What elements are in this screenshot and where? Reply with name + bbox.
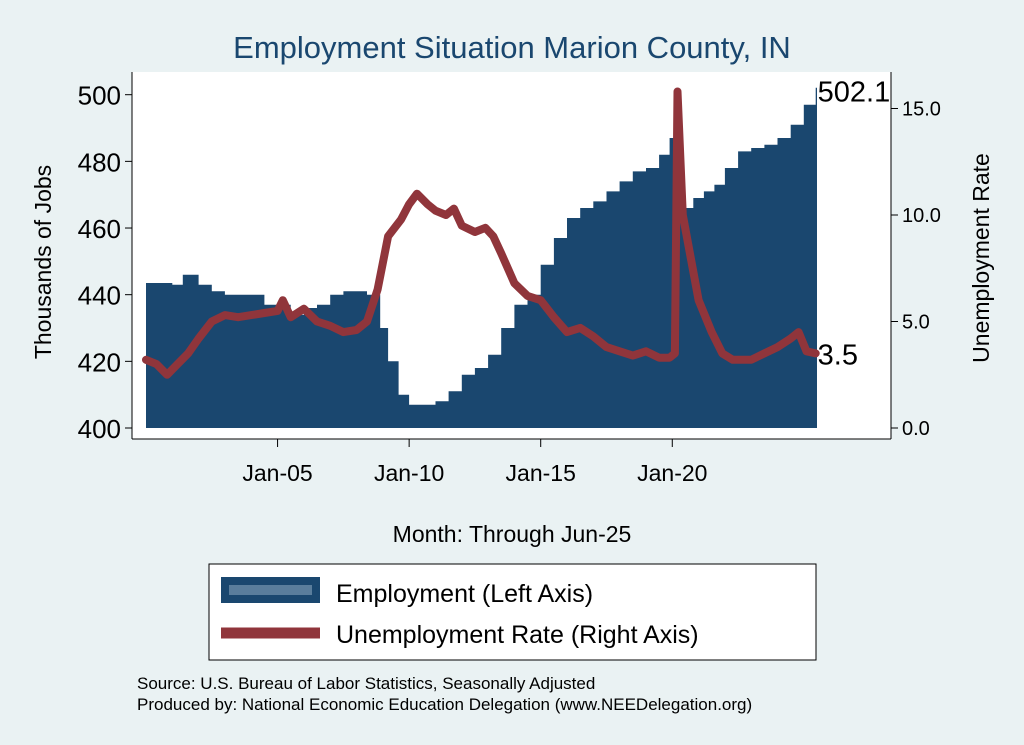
y-right-tick-label: 0.0 — [902, 418, 930, 440]
y-left-tick-label: 420 — [78, 347, 121, 377]
legend-employment-label: Employment (Left Axis) — [336, 580, 593, 608]
producer-note: Produced by: National Economic Education… — [137, 695, 752, 714]
y-axis-right-label: Unemployment Rate — [968, 153, 994, 363]
y-axis-left-label: Thousands of Jobs — [30, 165, 56, 359]
source-note: Source: U.S. Bureau of Labor Statistics,… — [137, 674, 595, 693]
employment-last-value: 502.1 — [818, 77, 891, 109]
y-left-tick-label: 480 — [78, 147, 121, 177]
unemployment-last-value: 3.5 — [818, 339, 858, 371]
y-left-tick-label: 400 — [78, 414, 121, 444]
x-tick-label: Jan-15 — [506, 460, 576, 486]
legend-employment-swatch-highlight — [229, 585, 312, 595]
employment-area-layer — [146, 87, 817, 428]
y-right-tick-label: 5.0 — [902, 312, 930, 334]
legend: Employment (Left Axis) Unemployment Rate… — [208, 563, 817, 661]
y-left-tick-label: 440 — [78, 281, 121, 311]
x-axis-label: Month: Through Jun-25 — [393, 521, 632, 547]
legend-unemployment-label: Unemployment Rate (Right Axis) — [336, 621, 699, 649]
chart-title: Employment Situation Marion County, IN — [233, 30, 791, 65]
y-left-tick-label: 500 — [78, 81, 121, 111]
y-right-tick-label: 15.0 — [902, 99, 941, 121]
x-tick-label: Jan-10 — [374, 460, 444, 486]
unemployment-line-layer — [142, 87, 820, 379]
x-tick-label: Jan-05 — [242, 460, 312, 486]
axes-layer: 400 420 440 460 480 500 0.0 5.0 10.0 15.0 Jan-05 Ja… — [78, 72, 941, 486]
x-tick-label: Jan-20 — [637, 460, 707, 486]
y-left-tick-label: 460 — [78, 214, 121, 244]
employment-area — [146, 87, 817, 428]
unemployment-line — [142, 87, 820, 379]
y-right-tick-label: 10.0 — [902, 205, 941, 227]
